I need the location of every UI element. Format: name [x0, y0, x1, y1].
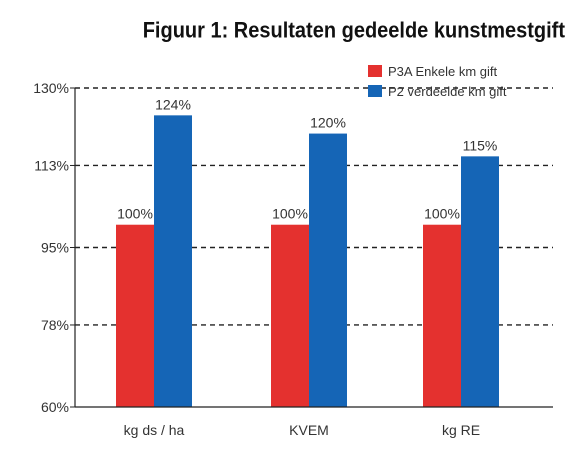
y-tick-label: 95%	[41, 240, 69, 256]
x-tick-label: kg ds / ha	[124, 422, 185, 438]
legend: P3A Enkele km gift P2 verdeelde km gift	[368, 64, 507, 99]
data-label: 100%	[272, 206, 308, 222]
x-tick-label: KVEM	[289, 422, 329, 438]
bar	[154, 115, 192, 407]
data-label: 100%	[117, 206, 153, 222]
legend-label: P3A Enkele km gift	[388, 64, 497, 79]
bars: 100% 124% 100% 120% 100% 115%	[116, 96, 499, 408]
legend-swatch	[368, 85, 382, 97]
bar	[461, 156, 499, 407]
data-label: 124%	[155, 96, 191, 112]
bar	[309, 133, 347, 408]
axes: 60% 78% 95% 113% 130% kg ds / ha KVEM kg RE	[33, 80, 553, 438]
chart-title: Figuur 1: Resultaten gedeelde kunstmestg…	[142, 18, 565, 44]
y-tick-label: 130%	[33, 80, 69, 96]
y-tick-label: 78%	[41, 317, 69, 333]
y-tick-label: 113%	[34, 157, 69, 173]
y-tick-label: 60%	[41, 399, 69, 415]
bar	[271, 224, 309, 407]
bar	[423, 224, 461, 407]
legend-swatch	[368, 65, 382, 77]
bar	[116, 224, 154, 407]
data-label: 120%	[310, 115, 346, 131]
legend-label: P2 verdeelde km gift	[388, 84, 507, 99]
data-label: 115%	[463, 137, 498, 153]
x-tick-label: kg RE	[442, 422, 480, 438]
data-label: 100%	[424, 206, 460, 222]
